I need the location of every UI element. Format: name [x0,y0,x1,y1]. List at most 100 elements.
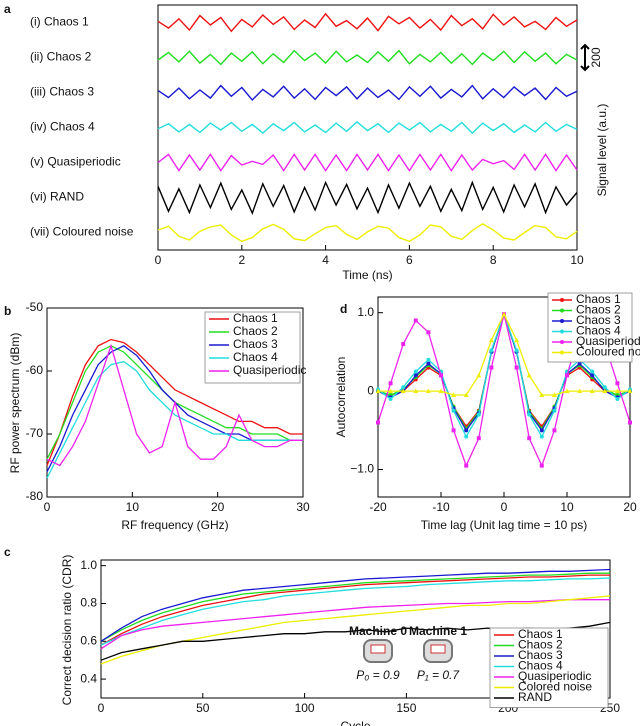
marker [463,392,469,398]
marker [577,361,582,366]
legend-marker [560,329,564,334]
x-axis-label: Time lag (Unit lag time = 10 ps) [421,518,588,532]
x-tick-label: 2 [238,253,245,267]
legend-marker [560,298,564,302]
series-line [100,577,611,646]
marker [527,436,532,441]
marker [590,373,595,378]
legend-marker [560,350,564,355]
legend-label: Quasiperiodic [576,334,640,348]
marker [464,463,469,468]
legend-label: Chaos 4 [576,324,621,338]
x-tick-label: 0 [98,701,105,715]
machine-screen [430,644,446,654]
y-tick-label: -60 [26,363,44,377]
marker [426,361,431,366]
marker [577,388,583,394]
y-tick-label: 0.6 [80,633,97,647]
series-line [157,49,578,66]
scale-arrow [580,43,590,72]
marker [388,388,394,394]
series-line [46,338,303,466]
panel-letter: d [340,302,347,316]
x-axis-label: RF frequency (GHz) [121,518,228,532]
marker [489,365,494,370]
marker [464,428,469,433]
series-line [157,180,578,215]
marker [401,385,406,390]
marker [388,381,393,386]
series-line [46,360,303,479]
y-axis-label: Signal level (a.u.) [595,104,609,197]
marker [614,388,620,394]
marker [438,388,444,394]
y-tick-label: 1.0 [357,305,374,319]
series-line [100,572,610,642]
series-line [157,120,578,135]
marker [400,388,406,394]
legend-label: Chaos 2 [518,638,563,652]
y-tick-label: −1.0 [350,462,374,476]
marker [375,388,381,394]
marker [501,311,507,317]
marker [539,428,544,433]
marker [514,337,520,343]
plot-frame [46,307,304,498]
legend-label: Chaos 1 [233,311,278,325]
marker [565,373,569,378]
legend-label: Chaos 1 [518,627,563,641]
marker [476,372,482,378]
legend-label: Chaos 3 [576,313,621,327]
x-axis-label: Cycle [340,719,370,726]
legend-label: Chaos 3 [233,337,278,351]
x-tick-label: 10 [570,253,584,267]
y-tick-label: -50 [26,300,44,314]
marker [376,420,380,425]
x-tick-label: 0 [155,253,162,267]
marker [527,412,532,417]
marker [489,348,494,353]
legend-label: Quasiperiodic [518,669,591,683]
marker [413,388,419,394]
marker [514,365,519,370]
machine-screen [370,644,386,654]
series-line [157,84,578,102]
marker [539,392,545,398]
panel-letter: b [4,304,11,318]
series-line [46,343,303,467]
marker [388,396,393,401]
legend-box [489,627,609,708]
legend-marker [560,308,564,313]
marker [628,420,632,425]
legend-label: Chaos 4 [233,350,278,364]
x-tick-label: -10 [432,500,450,514]
legend-marker [560,340,564,344]
marker [413,373,418,378]
marker [615,381,620,386]
marker [451,408,456,413]
marker [439,373,443,378]
series-line [100,568,611,642]
x-tick-label: 0 [44,500,51,514]
legend-label: Quasiperiodic [233,363,306,377]
marker [451,392,457,398]
x-tick-label: 30 [296,500,310,514]
legend-label: RAND [518,690,552,704]
y-axis-label: RF power spectrum (dBm) [8,333,22,474]
legend-label: Coloured noise [576,345,640,359]
y-tick-label: 0.4 [80,671,97,685]
panel-letter: c [4,545,11,559]
marker [413,369,418,374]
x-tick-label: 10 [126,500,140,514]
x-tick-label: 8 [490,253,497,267]
x-tick-label: 50 [196,701,210,715]
marker [602,388,608,394]
x-tick-label: 6 [406,253,413,267]
series-line [157,222,578,243]
x-tick-label: 0 [501,500,508,514]
marker [425,388,431,394]
series-line [100,574,610,646]
x-tick-label: 20 [211,500,225,514]
y-axis-label: Autocorrelation [334,357,348,438]
